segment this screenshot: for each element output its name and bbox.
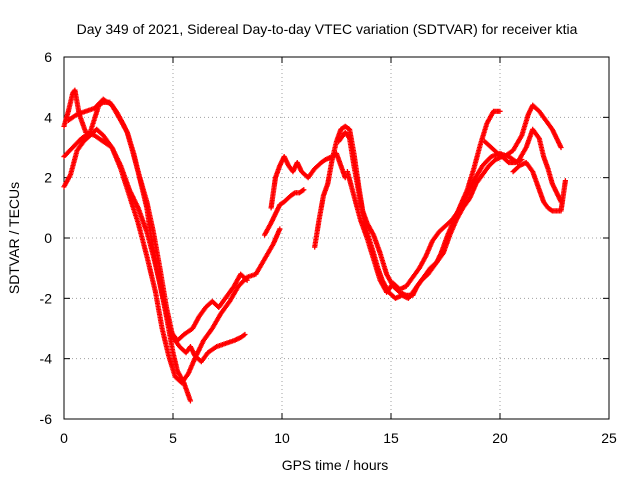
axis-ticks: 0 5 10 15 20 25 -6 -4 -2 0 2 4 6 [40,49,617,446]
series-trace-5 [261,187,307,238]
x-tick-label: 5 [169,430,177,446]
y-tick-label: 2 [44,170,52,186]
data-point [244,277,250,283]
x-tick-label: 10 [274,430,290,446]
x-tick-label: 25 [601,430,617,446]
y-tick-label: -2 [40,290,53,306]
series-trace-11 [510,159,568,214]
data-point [187,398,194,404]
data-point [301,187,307,193]
data-point [242,331,248,338]
series-trace-9 [344,126,564,295]
y-tick-label: -6 [40,411,53,427]
data-points [61,87,568,404]
data-point [558,144,564,151]
x-axis-label: GPS time / hours [282,457,389,473]
data-point [277,226,283,232]
y-tick-label: 6 [44,49,52,65]
series-trace-2 [61,87,283,386]
y-tick-label: -4 [40,351,53,367]
x-tick-label: 0 [60,430,68,446]
series-trace-10 [482,102,564,160]
x-tick-label: 20 [492,430,508,446]
data-point [497,108,503,114]
x-tick-label: 15 [383,430,399,446]
series-trace-3 [61,99,248,365]
y-axis-label: SDTVAR / TECUs [6,182,22,294]
grid [64,57,609,419]
y-tick-label: 4 [44,109,52,125]
y-tick-label: 0 [44,230,52,246]
data-point [562,178,568,184]
series-trace-4 [65,96,250,344]
chart-title: Day 349 of 2021, Sidereal Day-to-day VTE… [77,21,578,37]
